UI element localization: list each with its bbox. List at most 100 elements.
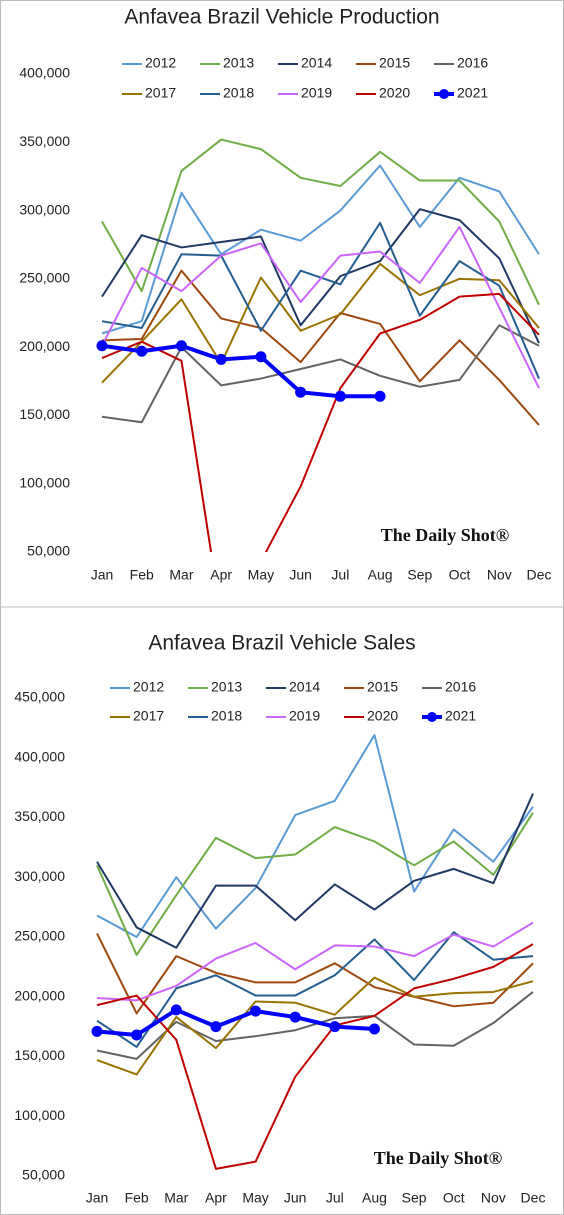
y-tick-label: 200,000	[14, 987, 65, 1003]
series-line	[96, 932, 534, 1015]
series-line	[96, 812, 534, 956]
series-line	[101, 343, 381, 399]
x-tick-label: Mar	[164, 1190, 188, 1206]
x-tick-label: Jun	[284, 1190, 307, 1206]
series-marker	[295, 386, 307, 398]
legend-label: 2017	[145, 85, 176, 101]
series-line	[96, 921, 534, 1002]
legend-label: 2014	[289, 679, 320, 695]
legend-label: 2012	[133, 679, 164, 695]
y-tick-label: 450,000	[14, 689, 65, 705]
series-marker	[91, 1025, 103, 1037]
y-tick-label: 150,000	[14, 1047, 65, 1063]
legend-label: 2015	[379, 55, 410, 71]
legend-label: 2017	[133, 708, 164, 724]
series-line	[101, 269, 540, 426]
x-tick-label: Aug	[362, 1190, 387, 1206]
series-marker	[368, 1023, 380, 1035]
y-tick-label: 200,000	[19, 338, 70, 354]
series-line	[101, 138, 540, 306]
series-marker	[136, 345, 148, 357]
x-tick-label: Dec	[521, 1190, 546, 1206]
legend-label: 2012	[145, 55, 176, 71]
x-tick-label: Feb	[125, 1190, 149, 1206]
x-tick-label: Jul	[331, 567, 349, 583]
series-marker	[329, 1021, 341, 1033]
x-tick-label: Nov	[481, 1190, 506, 1206]
x-tick-label: Oct	[449, 567, 471, 583]
series-line	[96, 793, 534, 949]
x-tick-label: Jul	[326, 1190, 344, 1206]
chart-title: Anfavea Brazil Vehicle Production	[124, 6, 439, 29]
x-tick-label: Apr	[210, 567, 232, 583]
series-line	[101, 208, 540, 344]
watermark: The Daily Shot®	[374, 1148, 502, 1168]
x-tick-label: Feb	[130, 567, 154, 583]
legend-label: 2018	[223, 85, 254, 101]
series-marker	[96, 340, 108, 352]
y-tick-label: 150,000	[19, 406, 70, 422]
series-line	[101, 164, 540, 335]
series-marker	[175, 340, 187, 352]
series-marker	[250, 1005, 262, 1017]
chart-title: Anfavea Brazil Vehicle Sales	[148, 632, 415, 655]
series-marker	[289, 1011, 301, 1023]
x-tick-label: Dec	[527, 567, 552, 583]
series-marker	[334, 390, 346, 402]
series-line	[96, 1007, 375, 1037]
y-tick-label: 300,000	[14, 868, 65, 884]
legend-label: 2019	[289, 708, 320, 724]
legend-label: 2014	[301, 55, 332, 71]
series-line	[101, 262, 540, 384]
y-tick-label: 350,000	[19, 133, 70, 149]
series-marker	[374, 390, 386, 402]
x-tick-label: Jan	[86, 1190, 109, 1206]
x-tick-label: Sep	[407, 567, 432, 583]
series-marker	[131, 1029, 143, 1041]
x-tick-label: Oct	[443, 1190, 465, 1206]
y-tick-label: 50,000	[22, 1167, 65, 1183]
legend-label: 2021	[457, 85, 488, 101]
watermark: The Daily Shot®	[381, 525, 509, 545]
legend-label: 2013	[223, 55, 254, 71]
x-tick-label: May	[242, 1190, 268, 1206]
y-tick-label: 350,000	[14, 808, 65, 824]
y-tick-label: 50,000	[27, 543, 70, 559]
y-tick-label: 100,000	[19, 474, 70, 490]
legend-label: 2021	[445, 708, 476, 724]
x-tick-label: May	[248, 567, 274, 583]
y-tick-label: 400,000	[19, 65, 70, 81]
y-tick-label: 400,000	[14, 748, 65, 764]
x-tick-label: Sep	[402, 1190, 427, 1206]
series-marker	[255, 351, 267, 363]
legend-marker	[439, 89, 449, 99]
x-tick-label: Nov	[487, 567, 512, 583]
y-tick-label: 300,000	[19, 201, 70, 217]
series-marker	[215, 353, 227, 365]
legend-marker	[427, 712, 437, 722]
series-marker	[170, 1004, 182, 1016]
y-tick-label: 250,000	[19, 270, 70, 286]
plot	[96, 138, 540, 552]
series-line	[96, 976, 534, 1076]
series-line	[101, 225, 540, 389]
series-line	[96, 943, 534, 1170]
legend-label: 2013	[211, 679, 242, 695]
series-line	[101, 324, 540, 424]
y-tick-label: 250,000	[14, 928, 65, 944]
series-line	[96, 734, 534, 938]
x-tick-label: Jan	[91, 567, 114, 583]
x-tick-label: Aug	[368, 567, 393, 583]
series-line	[101, 292, 540, 552]
x-tick-label: Mar	[169, 567, 193, 583]
legend-label: 2020	[379, 85, 410, 101]
legend-label: 2016	[457, 55, 488, 71]
legend-label: 2020	[367, 708, 398, 724]
x-tick-label: Jun	[289, 567, 312, 583]
legend-label: 2019	[301, 85, 332, 101]
series-marker	[210, 1021, 222, 1033]
legend-label: 2015	[367, 679, 398, 695]
legend-label: 2018	[211, 708, 242, 724]
plot	[91, 734, 534, 1170]
